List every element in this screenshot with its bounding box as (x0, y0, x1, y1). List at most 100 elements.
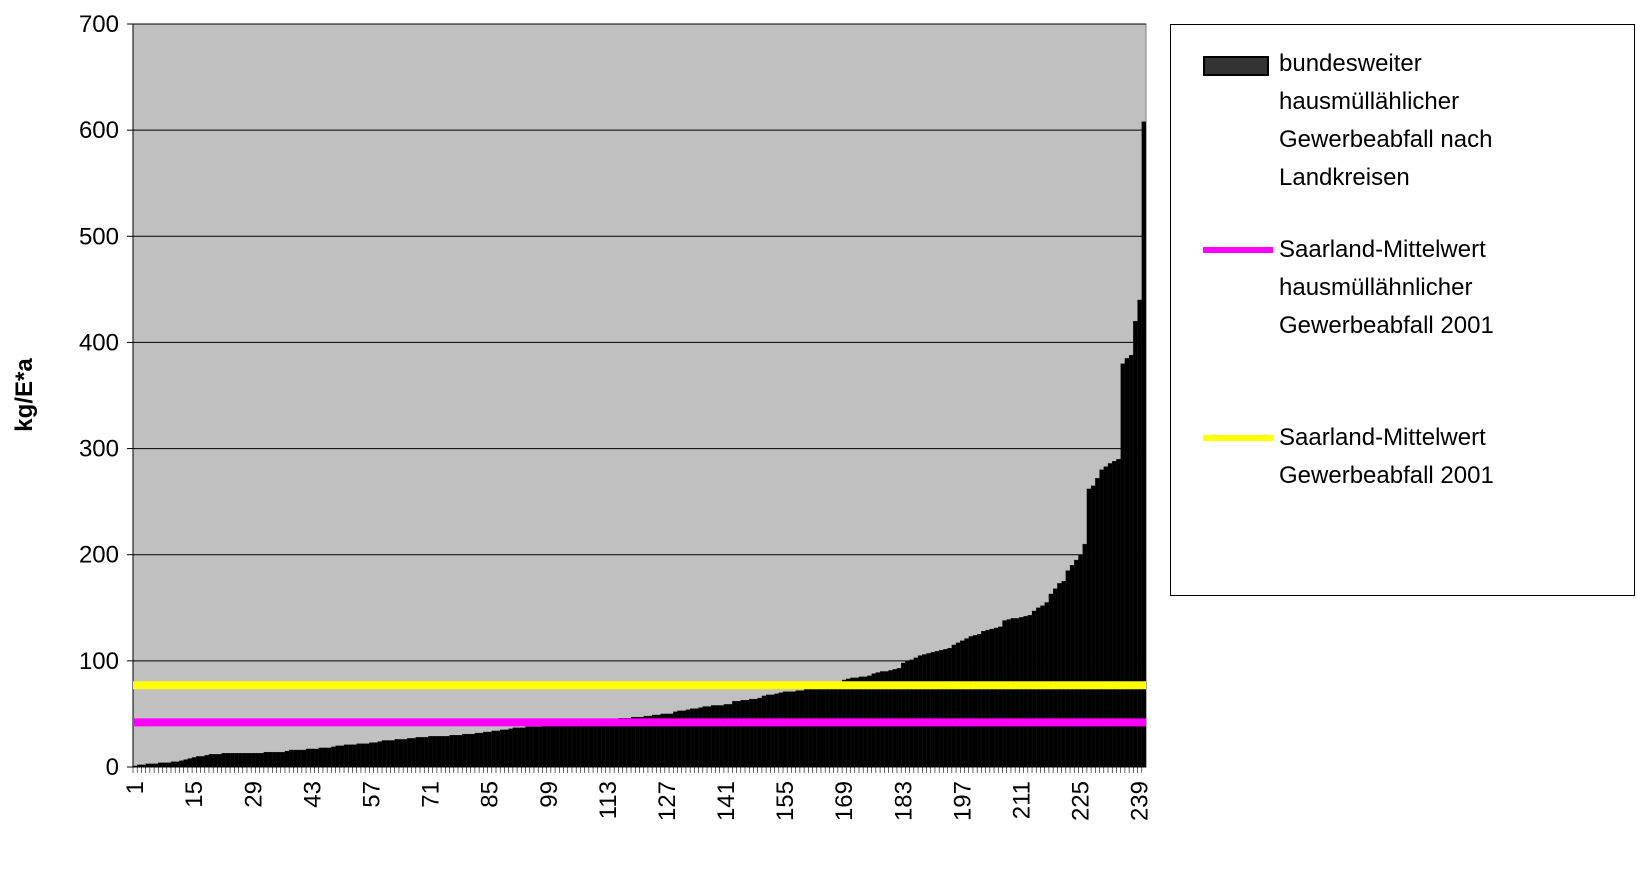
bar (749, 698, 754, 768)
bar (419, 737, 425, 768)
bar (297, 749, 302, 768)
bar (989, 628, 995, 768)
bar (972, 635, 978, 768)
bar (934, 651, 940, 768)
x-tick-label: 239 (1127, 781, 1154, 821)
bar (411, 738, 416, 768)
bar (305, 748, 311, 768)
bar (580, 723, 585, 768)
bar (597, 722, 602, 768)
bar (571, 724, 577, 768)
bar (462, 733, 467, 768)
bar (981, 630, 986, 768)
bar (196, 756, 201, 768)
bar (381, 740, 387, 768)
legend-swatch (1203, 56, 1269, 76)
bar (1124, 358, 1130, 768)
bar (985, 629, 990, 768)
bar (424, 737, 429, 768)
bar (1052, 588, 1058, 768)
bar (1065, 570, 1071, 768)
bar (327, 747, 332, 768)
bar (1023, 616, 1028, 768)
bar (563, 724, 568, 768)
bar (225, 753, 231, 768)
bar (715, 705, 720, 768)
bar (702, 706, 708, 768)
bar (415, 737, 421, 768)
bar (331, 746, 336, 768)
bar (964, 638, 969, 768)
bar (960, 640, 965, 768)
bar (284, 750, 290, 768)
bar (407, 738, 412, 768)
x-tick-label: 155 (772, 781, 799, 821)
bar (968, 636, 974, 768)
bar (208, 754, 214, 768)
bar (1027, 615, 1033, 768)
bar (339, 745, 345, 768)
legend-swatch (1203, 247, 1273, 253)
bar (360, 743, 366, 768)
bar (158, 762, 163, 768)
bar (352, 744, 357, 768)
bar (348, 744, 353, 768)
bar (538, 726, 543, 768)
bar (576, 724, 581, 768)
bar (761, 695, 767, 768)
bar (774, 693, 779, 768)
bar (605, 722, 611, 768)
bar (757, 697, 763, 768)
bar (440, 736, 446, 768)
bar (1082, 543, 1088, 768)
bar (314, 748, 319, 768)
x-tick-label: 127 (654, 781, 681, 821)
bar (516, 727, 522, 768)
x-tick-label: 183 (890, 781, 917, 821)
bar (272, 751, 277, 768)
y-tick-label: 400 (79, 329, 119, 356)
legend-label: bundesweiter hausmüllählicher Gewerbeabf… (1279, 50, 1493, 191)
bar (939, 650, 944, 768)
bar (474, 732, 480, 768)
y-tick-label: 500 (79, 223, 119, 250)
bar (554, 725, 560, 768)
bar (1061, 581, 1066, 768)
legend: bundesweiter hausmüllählicher Gewerbeabf… (1170, 24, 1635, 596)
bar (529, 726, 535, 768)
bar (356, 743, 362, 768)
bar (1015, 618, 1020, 768)
bar (787, 691, 792, 768)
bar (1120, 363, 1126, 768)
bar (1133, 321, 1138, 768)
bar (170, 761, 176, 768)
bar (175, 761, 180, 768)
bar (1019, 617, 1024, 768)
bar (905, 660, 910, 768)
bar (791, 691, 796, 768)
y-tick-label: 700 (79, 11, 119, 38)
bar (221, 753, 227, 768)
bar (926, 653, 931, 768)
bar (234, 753, 239, 768)
bar (453, 735, 459, 768)
bar (1074, 559, 1079, 768)
bar (812, 687, 817, 768)
bar (955, 642, 961, 768)
x-tick-label: 85 (477, 781, 504, 808)
bar (402, 739, 408, 768)
bar (1078, 554, 1083, 768)
x-tick-label: 169 (831, 781, 858, 821)
bar (500, 729, 505, 768)
bar (504, 729, 509, 768)
bar (567, 724, 573, 768)
bar (204, 755, 210, 768)
bar (917, 655, 923, 768)
x-tick-label: 1 (122, 781, 149, 794)
bar (386, 740, 391, 768)
bar (1141, 121, 1147, 768)
bar (998, 626, 1003, 768)
bar (364, 743, 370, 768)
bar (947, 647, 952, 768)
